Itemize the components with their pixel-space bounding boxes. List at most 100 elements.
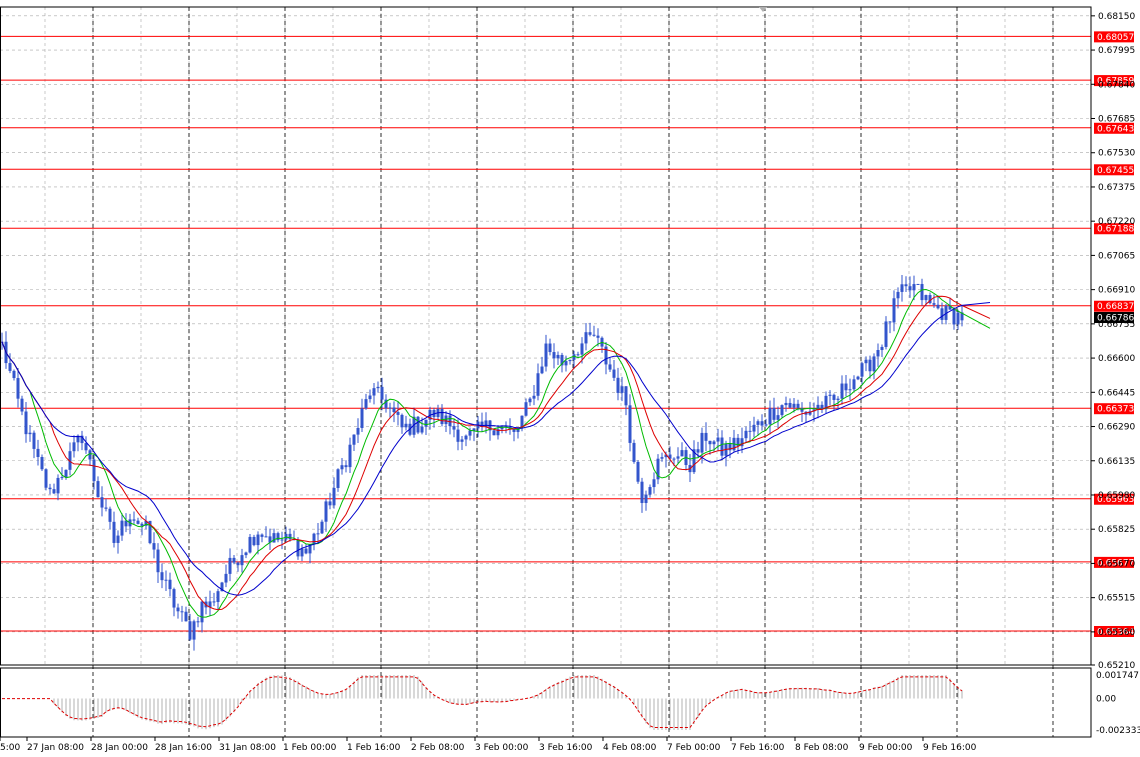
- candlesticks: [0, 275, 964, 651]
- candle-body: [480, 421, 484, 427]
- candle-body: [940, 308, 944, 320]
- price-tick-label: 0.67065: [1098, 251, 1135, 261]
- candle-body: [624, 386, 628, 406]
- candle-body: [228, 557, 232, 574]
- candle-body: [328, 501, 332, 506]
- level-label-box: [1094, 223, 1134, 235]
- candle-body: [548, 343, 552, 353]
- scroll-marker-icon[interactable]: [759, 7, 767, 12]
- oscillator-tick-label: 0.00: [1096, 695, 1116, 705]
- candle-body: [368, 395, 372, 400]
- current-price-label: 0.66786: [1097, 314, 1134, 324]
- time-tick-label: 31 Jan 08:00: [219, 743, 276, 753]
- candle-body: [676, 456, 680, 459]
- candle-body: [312, 533, 316, 545]
- candle-body: [544, 343, 548, 367]
- level-label-box: [1094, 75, 1134, 87]
- price-tick-label: 0.66135: [1098, 457, 1135, 467]
- candle-body: [256, 534, 260, 546]
- candle-body: [568, 359, 572, 362]
- candle-body: [40, 457, 44, 470]
- moving-average-line: [1, 302, 991, 596]
- candle-body: [152, 543, 156, 550]
- candle-body: [936, 304, 940, 309]
- candle-body: [336, 469, 340, 488]
- candle-body: [140, 523, 144, 526]
- candle-body: [784, 402, 788, 406]
- candle-body: [456, 429, 460, 442]
- candle-body: [708, 440, 712, 445]
- oscillator-panel: [2, 675, 963, 730]
- candle-body: [352, 434, 356, 445]
- time-tick-label: 1 Feb 00:00: [283, 743, 337, 753]
- candle-body: [932, 303, 936, 305]
- candle-body: [660, 457, 664, 459]
- price-tick-label: 0.65670: [1098, 559, 1135, 569]
- candle-body: [788, 402, 792, 408]
- candle-body: [296, 540, 300, 557]
- candle-body: [280, 539, 284, 541]
- level-label-box: [1094, 122, 1134, 134]
- candle-body: [908, 286, 912, 291]
- candle-body: [48, 487, 52, 490]
- candle-body: [628, 405, 632, 443]
- moving-average-line: [1, 288, 991, 618]
- candle-body: [28, 432, 32, 435]
- candle-body: [84, 443, 88, 451]
- candle-body: [944, 305, 948, 320]
- candle-body: [440, 408, 444, 425]
- price-tick-label: 0.67995: [1098, 46, 1135, 56]
- candle-body: [380, 386, 384, 400]
- candle-body: [104, 507, 108, 509]
- level-label: 0.66837: [1097, 302, 1134, 312]
- candle-body: [956, 312, 960, 325]
- candle-body: [308, 544, 312, 554]
- candle-body: [100, 497, 104, 508]
- candle-body: [780, 405, 784, 416]
- time-tick-label: 1 Feb 16:00: [347, 743, 401, 753]
- candle-body: [416, 416, 420, 433]
- candle-body: [536, 373, 540, 396]
- price-tick-label: 0.66290: [1098, 423, 1135, 433]
- candle-body: [384, 399, 388, 409]
- time-tick-label: 4 Feb 08:00: [603, 743, 657, 753]
- level-label: 0.65963: [1097, 495, 1134, 505]
- candle-body: [252, 536, 256, 546]
- candle-body: [924, 295, 928, 301]
- price-tick-label: 0.66755: [1098, 320, 1135, 330]
- candle-body: [696, 449, 700, 453]
- candle-body: [464, 435, 468, 440]
- candle-body: [760, 421, 764, 426]
- candle-body: [192, 621, 196, 640]
- candle-body: [24, 411, 28, 435]
- candle-body: [596, 335, 600, 338]
- candle-body: [728, 443, 732, 451]
- candle-body: [372, 388, 376, 396]
- candle-body: [904, 284, 908, 287]
- price-tick-label: 0.67685: [1098, 115, 1135, 125]
- candle-body: [180, 611, 184, 613]
- level-label-box: [1094, 556, 1134, 568]
- candle-body: [748, 430, 752, 432]
- candle-body: [420, 426, 424, 433]
- candle-body: [216, 591, 220, 602]
- candle-body: [592, 334, 596, 336]
- candle-body: [32, 432, 36, 449]
- time-axis: 5:00 27 Jan 08:00 28 Jan 00:00 28 Jan 16:00…: [0, 737, 977, 753]
- candle-body: [80, 435, 84, 444]
- level-label-box: [1094, 625, 1134, 637]
- candle-body: [888, 321, 892, 323]
- candle-body: [884, 321, 888, 347]
- candle-body: [424, 419, 428, 427]
- candle-body: [156, 549, 160, 573]
- candle-body: [68, 451, 72, 470]
- candle-body: [164, 579, 168, 581]
- candle-body: [88, 450, 92, 460]
- candle-body: [316, 533, 320, 535]
- candle-body: [248, 536, 252, 553]
- candle-body: [512, 428, 516, 432]
- price-tick-label: 0.65515: [1098, 594, 1135, 604]
- candle-body: [260, 534, 264, 537]
- candle-body: [840, 383, 844, 399]
